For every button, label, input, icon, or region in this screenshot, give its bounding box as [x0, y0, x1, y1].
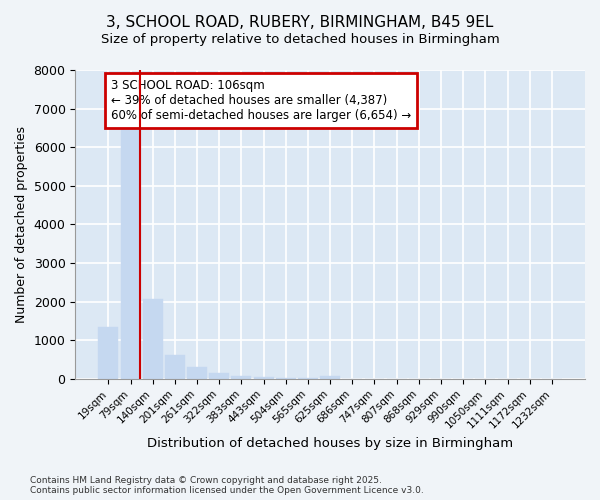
Bar — [121, 122, 140, 379]
Text: Size of property relative to detached houses in Birmingham: Size of property relative to detached ho… — [101, 32, 499, 46]
Bar — [209, 373, 229, 379]
Y-axis label: Number of detached properties: Number of detached properties — [15, 126, 28, 323]
Bar — [276, 378, 296, 379]
Bar — [98, 326, 118, 379]
Bar — [187, 367, 207, 379]
Bar — [232, 376, 251, 379]
X-axis label: Distribution of detached houses by size in Birmingham: Distribution of detached houses by size … — [147, 437, 513, 450]
Bar — [165, 355, 185, 379]
Text: 3 SCHOOL ROAD: 106sqm
← 39% of detached houses are smaller (4,387)
60% of semi-d: 3 SCHOOL ROAD: 106sqm ← 39% of detached … — [111, 80, 411, 122]
Text: Contains HM Land Registry data © Crown copyright and database right 2025.
Contai: Contains HM Land Registry data © Crown c… — [30, 476, 424, 495]
Bar — [254, 377, 274, 379]
Bar — [320, 376, 340, 379]
Bar — [143, 298, 163, 379]
Text: 3, SCHOOL ROAD, RUBERY, BIRMINGHAM, B45 9EL: 3, SCHOOL ROAD, RUBERY, BIRMINGHAM, B45 … — [106, 15, 494, 30]
